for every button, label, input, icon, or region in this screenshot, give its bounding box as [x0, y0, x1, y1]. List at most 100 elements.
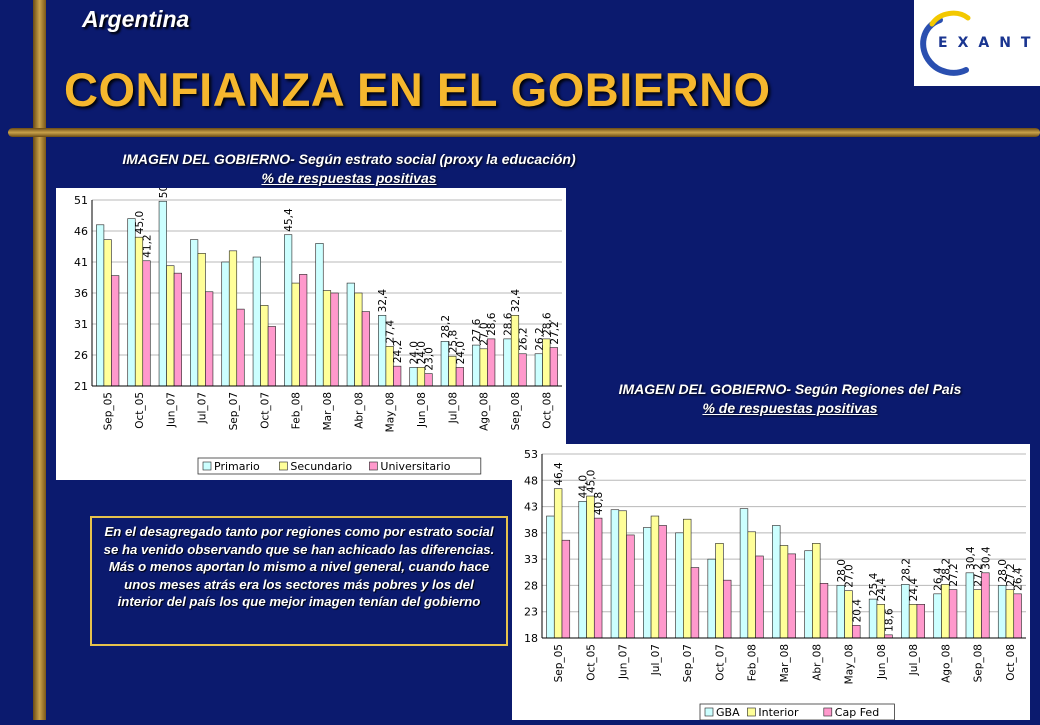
chart1-bar — [299, 274, 308, 387]
chart1-legend: Primario Secundario Universitario — [197, 457, 482, 475]
chart2-bar — [593, 517, 603, 639]
chart1-bar — [228, 250, 238, 387]
chart1-legend-label: Universitario — [380, 460, 450, 473]
chart1-title-block: IMAGEN DEL GOBIERNO- Según estrato socia… — [54, 150, 644, 188]
chart1-ytick-label: 41 — [74, 256, 88, 269]
chart2-bar — [643, 527, 652, 639]
chart1-data-label: 45,0 — [134, 211, 146, 234]
chart2-data-label: 26,4 — [1013, 567, 1025, 591]
chart1-bar — [197, 253, 206, 387]
chart2-bar — [852, 625, 861, 639]
chart2-ytick-label: 38 — [524, 527, 538, 540]
chart2-bar — [868, 598, 878, 639]
chart2-bar — [804, 550, 813, 639]
chart2-bar — [787, 553, 796, 639]
chart2-bar — [812, 543, 821, 639]
chart1-xtick-label: Mar_08 — [322, 392, 334, 430]
chart2-legend-label: Interior — [758, 706, 799, 719]
chart2-title-block: IMAGEN DEL GOBIERNO- Según Regiones del … — [560, 380, 1020, 418]
chart1-xtick-label: Jul_08 — [447, 392, 459, 424]
chart2-data-label: 28,2 — [940, 558, 952, 581]
chart2-xtick-label: Mar_08 — [779, 644, 791, 682]
chart1-bar — [549, 347, 558, 387]
chart2-legend-label: Cap Fed — [835, 706, 879, 719]
chart1-bar — [472, 344, 481, 387]
chart1-bar — [503, 338, 512, 387]
exante-logo: EXANTE — [914, 0, 1040, 86]
chart2-bar — [933, 593, 942, 639]
chart1-bar — [166, 265, 175, 387]
chart1-title: IMAGEN DEL GOBIERNO- Según estrato socia… — [122, 151, 576, 167]
chart1-legend-label: Primario — [214, 460, 260, 473]
commentary-box: En el desagregado tanto por regiones com… — [90, 516, 508, 646]
chart1-data-label: 28,6 — [486, 312, 498, 336]
chart1-xtick-label: Oct_07 — [259, 392, 271, 429]
chart1-legend-label: Secundario — [290, 460, 352, 473]
chart1-xtick-label: Jun_07 — [165, 392, 177, 428]
chart2-data-label: 44,0 — [578, 475, 590, 498]
chart2-data-label: 28,2 — [900, 558, 912, 581]
chart1-data-label: 27,6 — [471, 318, 483, 342]
chart2-ytick-label: 48 — [524, 474, 538, 487]
chart2-data-label: 27,2 — [948, 563, 960, 586]
country-label: Argentina — [82, 6, 190, 32]
chart2-panel: 53 48 43 38 33 28 23 18 46,4 Sep_05 44,0 45,0 40,8 Oc… — [512, 444, 1030, 721]
chart2-bar — [658, 525, 667, 639]
chart1-bar — [260, 305, 269, 387]
chart1-bar — [127, 218, 136, 387]
chart2-bar — [755, 555, 764, 639]
chart2-legend-swatch — [747, 707, 756, 717]
chart1-data-label: 28,2 — [440, 315, 452, 338]
page-title: CONFIANZA EN EL GOBIERNO — [64, 63, 771, 116]
chart1-bar — [134, 236, 144, 387]
chart2-bar — [772, 525, 781, 639]
chart2-legend-swatch — [823, 707, 833, 717]
chart1-data-label: 28,6 — [541, 312, 553, 336]
chart2-xtick-label: Sep_08 — [973, 644, 985, 682]
chart1-data-label: 24,0 — [416, 341, 428, 364]
chart2-bar — [747, 531, 756, 639]
chart2-bar — [553, 488, 563, 639]
chart2-data-label: 27,0 — [844, 564, 856, 587]
chart2-data-label: 28,0 — [836, 559, 848, 582]
chart1-xtick-label: Feb_08 — [291, 392, 303, 429]
chart1-xtick-label: Jun_08 — [416, 392, 428, 428]
chart2-bar — [916, 604, 925, 639]
chart1-ytick-label: 31 — [74, 318, 88, 331]
chart1-data-label: 45,4 — [283, 208, 295, 232]
chart2-data-label: 30,4 — [965, 546, 977, 570]
chart2-bar — [715, 543, 724, 639]
chart1-data-label: 28,6 — [502, 312, 514, 336]
chart2-xtick-label: Oct_07 — [714, 644, 726, 681]
chart2-data-label: 28,0 — [997, 559, 1009, 582]
chart1-bar — [455, 367, 464, 387]
chart1-svg: 51 46 41 36 31 26 21 Sep_05 45,041,2 Oct_05 50,8 Ju… — [74, 175, 562, 475]
chart2-title: IMAGEN DEL GOBIERNO- Según Regiones del … — [618, 381, 962, 397]
chart1-bar — [361, 311, 370, 387]
chart1-bar — [487, 338, 496, 387]
svg-text:EXANTE: EXANTE — [938, 35, 1040, 51]
exante-logo-graphic: EXANTE — [920, 10, 1040, 76]
chart2-ytick-label: 33 — [524, 553, 538, 566]
chart1-data-label: 27,4 — [385, 320, 397, 344]
chart2-bar — [819, 583, 829, 639]
chart2-data-label: 45,0 — [585, 470, 597, 493]
chart2-legend-label: GBA — [716, 706, 740, 719]
chart2-bar — [997, 585, 1007, 639]
chart1-bar — [542, 338, 551, 387]
chart2-bar — [707, 558, 716, 639]
chart1-bar — [322, 290, 332, 387]
chart1-ytick-label: 26 — [74, 349, 88, 362]
chart2-data-label: 27,2 — [1005, 563, 1017, 586]
chart1-xtick-label: Ago_08 — [479, 392, 491, 431]
chart2-xtick-label: Ago_08 — [940, 644, 952, 683]
chart1-bar — [409, 367, 418, 387]
chart2-xtick-label: Abr_08 — [811, 644, 823, 681]
chart1-legend-box — [197, 457, 482, 475]
chart2-data-label: 18,6 — [884, 608, 896, 632]
chart1-xtick-label: Abr_08 — [353, 392, 365, 429]
chart2-xtick-label: Oct_08 — [1005, 644, 1017, 681]
chart2-xtick-label: Jul_08 — [908, 644, 920, 676]
chart1-bar — [518, 353, 527, 387]
chart2-bar — [683, 518, 692, 639]
